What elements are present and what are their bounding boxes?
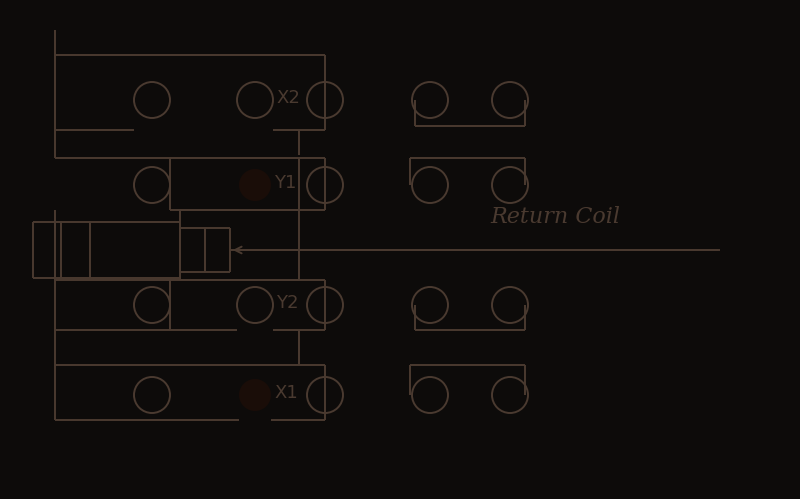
- Circle shape: [239, 169, 271, 201]
- Text: Y1: Y1: [274, 174, 296, 192]
- Text: Y2: Y2: [276, 294, 298, 312]
- Text: X2: X2: [276, 89, 300, 107]
- Circle shape: [239, 379, 271, 411]
- Text: Return Coil: Return Coil: [490, 206, 620, 228]
- Text: X1: X1: [274, 384, 298, 402]
